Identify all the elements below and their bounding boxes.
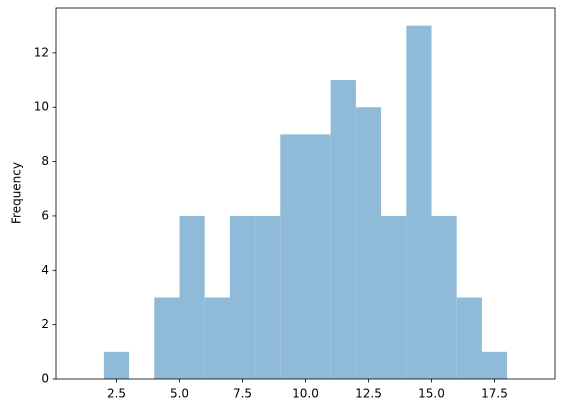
x-tick-label: 10.0 [292,387,319,401]
bar [179,215,205,379]
y-tick-label: 6 [41,208,49,222]
bar [204,297,230,379]
y-axis-label: Frequency [10,162,24,224]
bar [381,215,407,379]
x-tick-label: 2.5 [107,387,126,401]
bar [154,297,180,379]
y-tick-label: 0 [41,372,49,386]
bar [330,80,356,380]
y-tick-label: 2 [41,317,49,331]
bar [456,297,482,379]
bar [229,215,256,379]
bar [280,134,306,379]
x-tick-label: 5.0 [170,387,189,401]
bar [355,107,382,379]
bar [103,351,130,379]
bar [406,25,432,380]
y-tick-label: 12 [34,45,49,59]
bar [431,215,457,379]
y-tick-label: 10 [34,100,49,114]
x-tick-label: 15.0 [418,387,445,401]
y-tick-label: 4 [41,263,49,277]
x-tick-label: 17.5 [481,387,508,401]
bar [305,134,331,379]
x-tick-label: 7.5 [233,387,252,401]
bar [255,215,281,379]
y-tick-label: 8 [41,154,49,168]
bar [481,351,508,379]
x-tick-label: 12.5 [355,387,382,401]
